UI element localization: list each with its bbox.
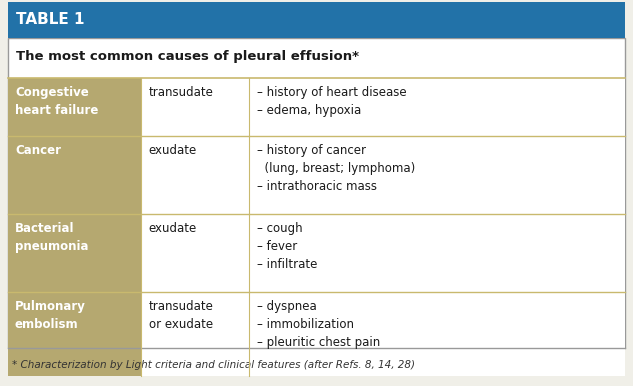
Text: Bacterial
pneumonia: Bacterial pneumonia (15, 222, 89, 253)
Text: transudate
or exudate: transudate or exudate (149, 300, 213, 331)
Text: – history of cancer
  (lung, breast; lymphoma)
– intrathoracic mass: – history of cancer (lung, breast; lymph… (256, 144, 415, 193)
Bar (141, 78, 625, 136)
Bar (8, 292, 141, 376)
Text: – history of heart disease
– edema, hypoxia: – history of heart disease – edema, hypo… (256, 86, 406, 117)
Bar (8, 136, 141, 214)
Text: – dyspnea
– immobilization
– pleuritic chest pain: – dyspnea – immobilization – pleuritic c… (256, 300, 380, 349)
Text: Pulmonary
embolism: Pulmonary embolism (15, 300, 86, 331)
Text: – cough
– fever
– infiltrate: – cough – fever – infiltrate (256, 222, 317, 271)
Bar (8, 2, 625, 38)
Text: exudate: exudate (149, 222, 197, 235)
Text: Congestive
heart failure: Congestive heart failure (15, 86, 98, 117)
Bar (141, 292, 625, 376)
Text: exudate: exudate (149, 144, 197, 157)
Text: TABLE 1: TABLE 1 (16, 12, 84, 27)
Bar (8, 38, 625, 348)
Text: transudate: transudate (149, 86, 213, 99)
Bar (141, 214, 625, 292)
Text: * Characterization by Light criteria and clinical features (after Refs. 8, 14, 2: * Characterization by Light criteria and… (12, 360, 415, 370)
Bar (8, 214, 141, 292)
Text: Cancer: Cancer (15, 144, 61, 157)
Bar (141, 136, 625, 214)
Text: The most common causes of pleural effusion*: The most common causes of pleural effusi… (16, 50, 359, 63)
Bar (8, 78, 141, 136)
